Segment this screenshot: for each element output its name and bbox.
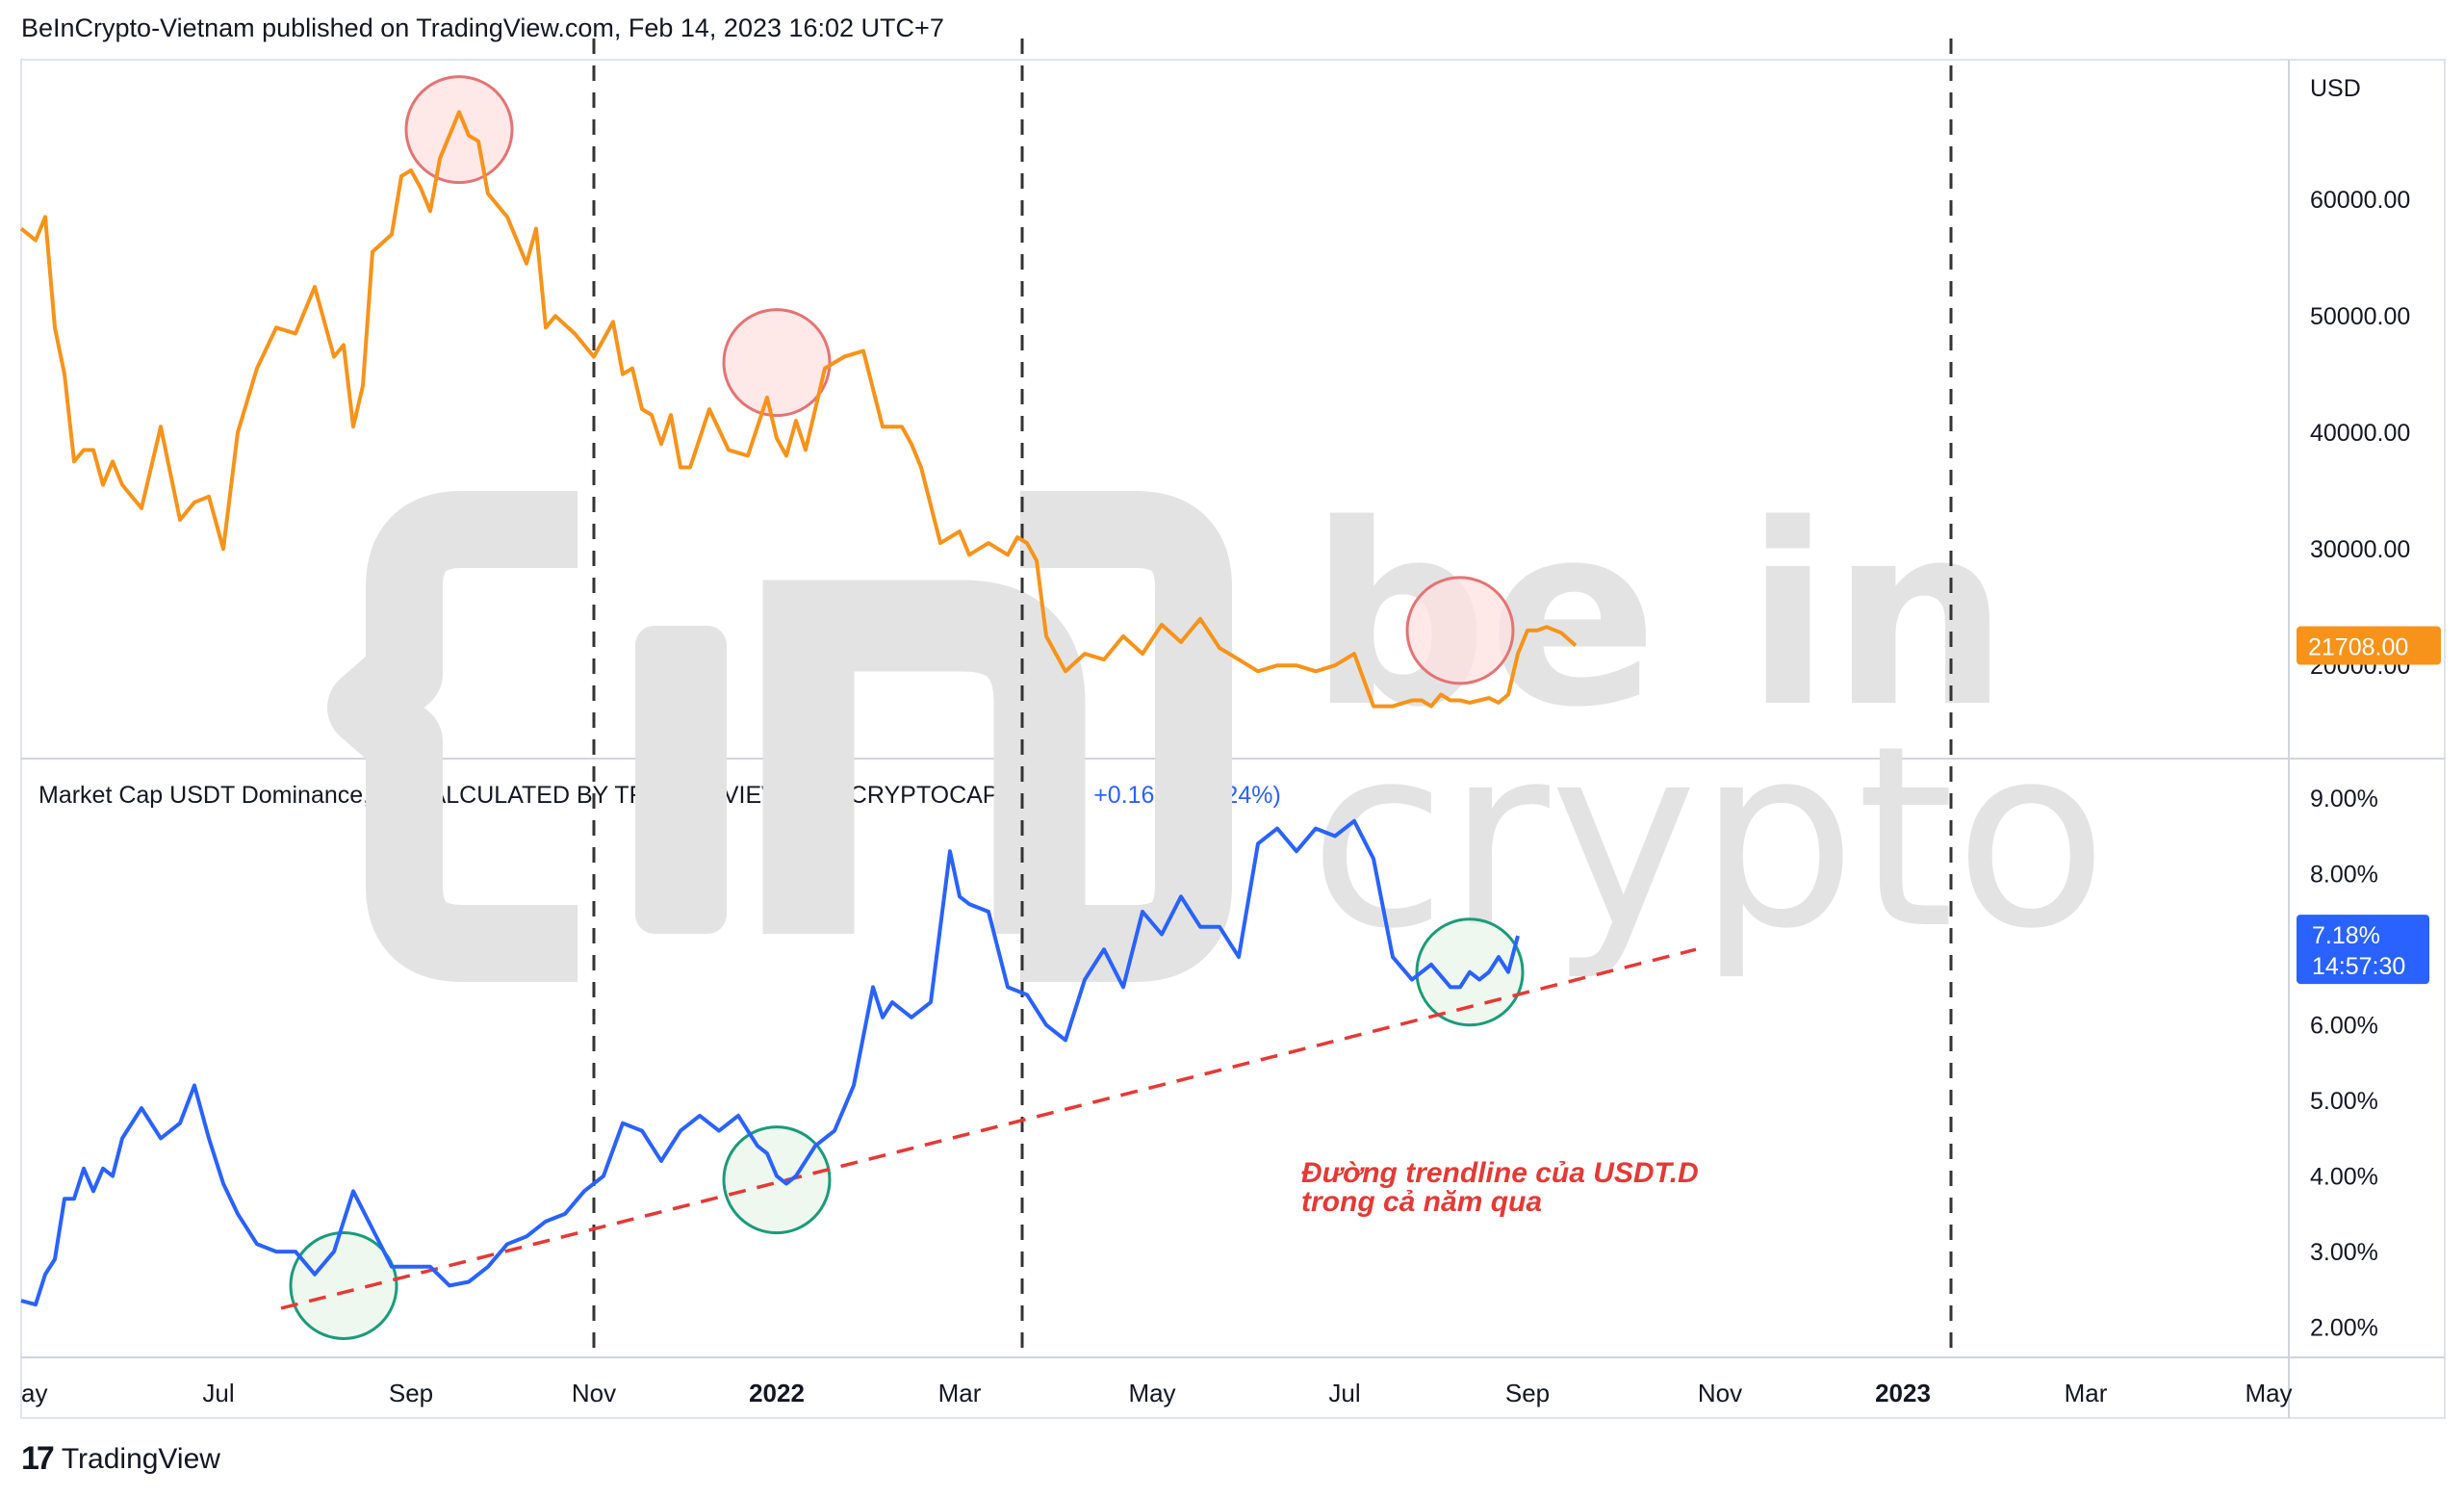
usdt-y-tick-label: 8.00% xyxy=(2310,862,2378,889)
x-axis-tick-label: May xyxy=(2245,1379,2292,1407)
low-circle xyxy=(722,1125,832,1235)
btc-price-line xyxy=(19,110,1578,709)
x-axis-tick-label: Sep xyxy=(1505,1379,1550,1407)
tradingview-logo-text: TradingView xyxy=(61,1442,220,1475)
usd-axis-label: USD xyxy=(2310,75,2361,102)
usdt-y-tick-label: 5.00% xyxy=(2310,1088,2378,1115)
watermark-bracket-right xyxy=(1020,491,1232,982)
usdt-dominance-line xyxy=(20,818,1520,1307)
peak-circle xyxy=(1405,576,1515,685)
watermark-i xyxy=(635,626,727,934)
btc-y-tick-label: 60000.00 xyxy=(2310,187,2410,214)
usdt-y-tick-label: 9.00% xyxy=(2310,786,2378,813)
x-axis-tick-label: ay xyxy=(21,1379,47,1407)
trendline-annotation-line1: Đường trendline của USDT.D xyxy=(1301,1157,1699,1189)
x-axis-tick-label: Nov xyxy=(1698,1379,1742,1407)
x-axis-tick-label: 2023 xyxy=(1875,1379,1931,1407)
x-axis-tick-label: Sep xyxy=(389,1379,433,1407)
trendline-annotation-line2: trong cả năm qua xyxy=(1301,1186,1542,1218)
publisher-header: BeInCrypto-Vietnam published on TradingV… xyxy=(21,13,944,42)
tradingview-mark-icon: 17 xyxy=(21,1440,55,1477)
watermark-bracket-left xyxy=(327,491,578,982)
usdt-y-tick-label: 4.00% xyxy=(2310,1164,2378,1191)
usdt-y-tick-label: 3.00% xyxy=(2310,1239,2378,1266)
usdt-countdown-label: 14:57:30 xyxy=(2312,953,2405,980)
usdt-y-tick-label: 6.00% xyxy=(2310,1013,2378,1040)
x-axis-tick-label: 2022 xyxy=(749,1379,805,1407)
usdt-trendline xyxy=(280,947,1697,1310)
x-axis-tick-label: Nov xyxy=(572,1379,616,1407)
x-axis-tick-label: Mar xyxy=(938,1379,982,1407)
btc-y-tick-label: 30000.00 xyxy=(2310,536,2410,563)
btc-y-tick-label: 50000.00 xyxy=(2310,303,2410,330)
peak-circle xyxy=(722,308,832,418)
x-axis-tick-label: Jul xyxy=(1328,1379,1360,1407)
usdt-y-tick-label: 2.00% xyxy=(2310,1315,2378,1342)
tradingview-logo[interactable]: 17 TradingView xyxy=(21,1440,220,1478)
usdt-last-value-badge xyxy=(2297,915,2429,985)
usdt-last-value-label: 7.18% xyxy=(2312,922,2380,949)
btc-last-price-badge xyxy=(2297,626,2441,665)
btc-y-tick-label: 40000.00 xyxy=(2310,420,2410,447)
x-axis-tick-label: Jul xyxy=(202,1379,234,1407)
peak-circle xyxy=(404,75,514,185)
x-axis-tick-label: May xyxy=(1128,1379,1175,1407)
x-axis-tick-label: Mar xyxy=(2065,1379,2108,1407)
watermark-n xyxy=(762,580,1086,934)
low-circle xyxy=(289,1230,398,1340)
chart-frame xyxy=(20,59,2446,1419)
btc-last-price-label: 21708.00 xyxy=(2308,634,2408,661)
